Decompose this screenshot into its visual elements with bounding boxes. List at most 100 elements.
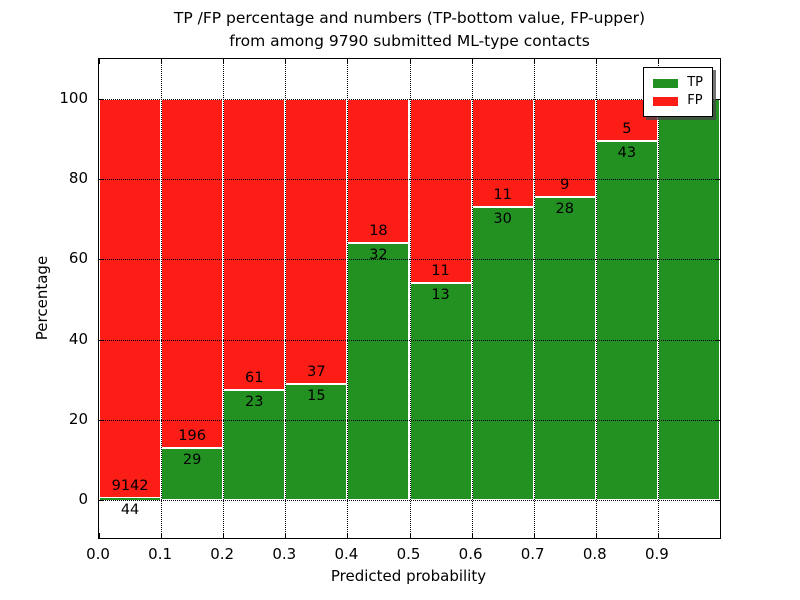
x-tickmark-top xyxy=(347,59,349,64)
ticks-layer xyxy=(99,59,720,538)
tp-count-label: 28 xyxy=(555,200,574,217)
gridline-vertical xyxy=(161,59,163,538)
y-tickmark-right xyxy=(715,339,720,341)
fp-count-label: 196 xyxy=(178,428,206,445)
y-tick-label: 80 xyxy=(68,169,88,188)
bar-fp-segment xyxy=(223,99,286,391)
tp-count-label: 43 xyxy=(617,144,637,161)
bar-fp-segment xyxy=(409,99,472,283)
bar-tp-segment xyxy=(99,498,162,500)
bar-tp-segment xyxy=(471,206,534,500)
gridline-vertical xyxy=(223,59,225,538)
y-tick-label: 0 xyxy=(78,489,88,508)
x-tickmark-top xyxy=(99,59,100,64)
plot-area: 914244196296123371518321113113092854343 … xyxy=(98,58,721,539)
fp-count-label: 37 xyxy=(307,364,326,381)
y-tickmark-right xyxy=(715,499,720,501)
x-tick-label: 0.8 xyxy=(582,545,607,563)
y-tickmark-left xyxy=(99,419,104,421)
legend-label-fp: FP xyxy=(687,93,703,108)
y-tickmark-right xyxy=(715,179,720,181)
x-tickmark-bottom xyxy=(409,533,411,538)
bar-labels-layer: 914244196296123371518321113113092854343 xyxy=(99,59,720,538)
bar-tp-segment xyxy=(347,243,410,500)
gridline-vertical xyxy=(409,59,411,538)
y-tickmark-left xyxy=(99,179,104,181)
y-tickmark-left xyxy=(99,259,104,261)
bar-tp-segment xyxy=(533,196,596,500)
legend: TP FP xyxy=(643,67,713,117)
y-tick-label: 60 xyxy=(68,249,88,268)
gridline-vertical xyxy=(285,59,287,538)
gridline-vertical xyxy=(471,59,473,538)
tp-count-label: 44 xyxy=(120,502,140,518)
x-tickmark-bottom xyxy=(99,533,100,538)
fp-count-label: 11 xyxy=(431,262,450,279)
x-tick-label: 0.2 xyxy=(210,545,235,563)
fp-count-label: 11 xyxy=(493,186,512,203)
y-tickmark-right xyxy=(715,419,720,421)
fp-count-label: 61 xyxy=(245,370,264,387)
x-tickmark-bottom xyxy=(595,533,597,538)
x-tickmark-top xyxy=(471,59,473,64)
legend-entry-fp: FP xyxy=(653,93,703,109)
y-tick-label: 20 xyxy=(68,409,88,428)
y-tickmark-left xyxy=(99,99,104,101)
bar-tp-segment xyxy=(409,282,472,500)
x-tickmark-top xyxy=(409,59,411,64)
x-tick-label: 0.3 xyxy=(272,545,297,563)
x-tickmark-bottom xyxy=(223,533,225,538)
y-tickmark-left xyxy=(99,499,104,501)
x-tickmark-bottom xyxy=(657,533,659,538)
tp-count-label: 13 xyxy=(431,286,450,303)
bar-tp-segment xyxy=(161,448,224,500)
x-tick-label: 0.9 xyxy=(644,545,669,563)
y-tick-label: 100 xyxy=(59,89,88,108)
tp-color-swatch xyxy=(653,78,679,88)
fp-color-swatch xyxy=(653,96,679,106)
y-tick-label: 40 xyxy=(68,329,88,348)
gridline-vertical xyxy=(533,59,535,538)
x-tick-label: 0.1 xyxy=(148,545,173,563)
x-tickmark-top xyxy=(223,59,225,64)
tp-count-label: 29 xyxy=(182,452,202,469)
x-tickmark-top xyxy=(657,59,659,64)
chart-title-line1: TP /FP percentage and numbers (TP-bottom… xyxy=(173,9,646,27)
x-tick-label: 0.6 xyxy=(458,545,483,563)
x-tick-label: 0.0 xyxy=(86,545,110,563)
chart-title-line2: from among 9790 submitted ML-type contac… xyxy=(229,32,590,50)
y-tickmark-right xyxy=(715,259,720,261)
fp-count-label: 9142 xyxy=(111,478,149,494)
tp-count-label: 23 xyxy=(245,394,264,411)
x-tickmark-top xyxy=(533,59,535,64)
x-tickmark-top xyxy=(161,59,163,64)
fp-count-label: 18 xyxy=(369,223,388,240)
tp-count-label: 30 xyxy=(493,210,512,227)
x-tick-label: 0.7 xyxy=(520,545,545,563)
x-tickmark-top xyxy=(285,59,287,64)
gridline-vertical xyxy=(595,59,597,538)
x-tickmark-top xyxy=(595,59,597,64)
x-tickmark-bottom xyxy=(285,533,287,538)
legend-label-tp: TP xyxy=(687,75,703,90)
x-tickmark-bottom xyxy=(471,533,473,538)
x-tickmark-bottom xyxy=(347,533,349,538)
grid-layer xyxy=(99,59,720,538)
bar-tp-segment xyxy=(657,99,720,500)
tp-count-label: 32 xyxy=(369,247,388,264)
x-axis-label: Predicted probability xyxy=(330,567,487,585)
bar-fp-segment xyxy=(285,99,348,385)
y-tickmark-right xyxy=(715,99,720,101)
fp-count-label: 5 xyxy=(622,120,632,137)
y-axis-label: Percentage xyxy=(33,255,51,341)
legend-entry-tp: TP xyxy=(653,75,703,91)
bar-fp-segment xyxy=(99,99,162,498)
x-tick-label: 0.4 xyxy=(334,545,359,563)
x-tickmark-bottom xyxy=(161,533,163,538)
gridline-vertical xyxy=(347,59,349,538)
gridline-vertical xyxy=(657,59,659,538)
fp-count-label: 9 xyxy=(560,176,570,193)
bar-tp-segment xyxy=(285,384,348,500)
bars-layer xyxy=(99,59,720,538)
